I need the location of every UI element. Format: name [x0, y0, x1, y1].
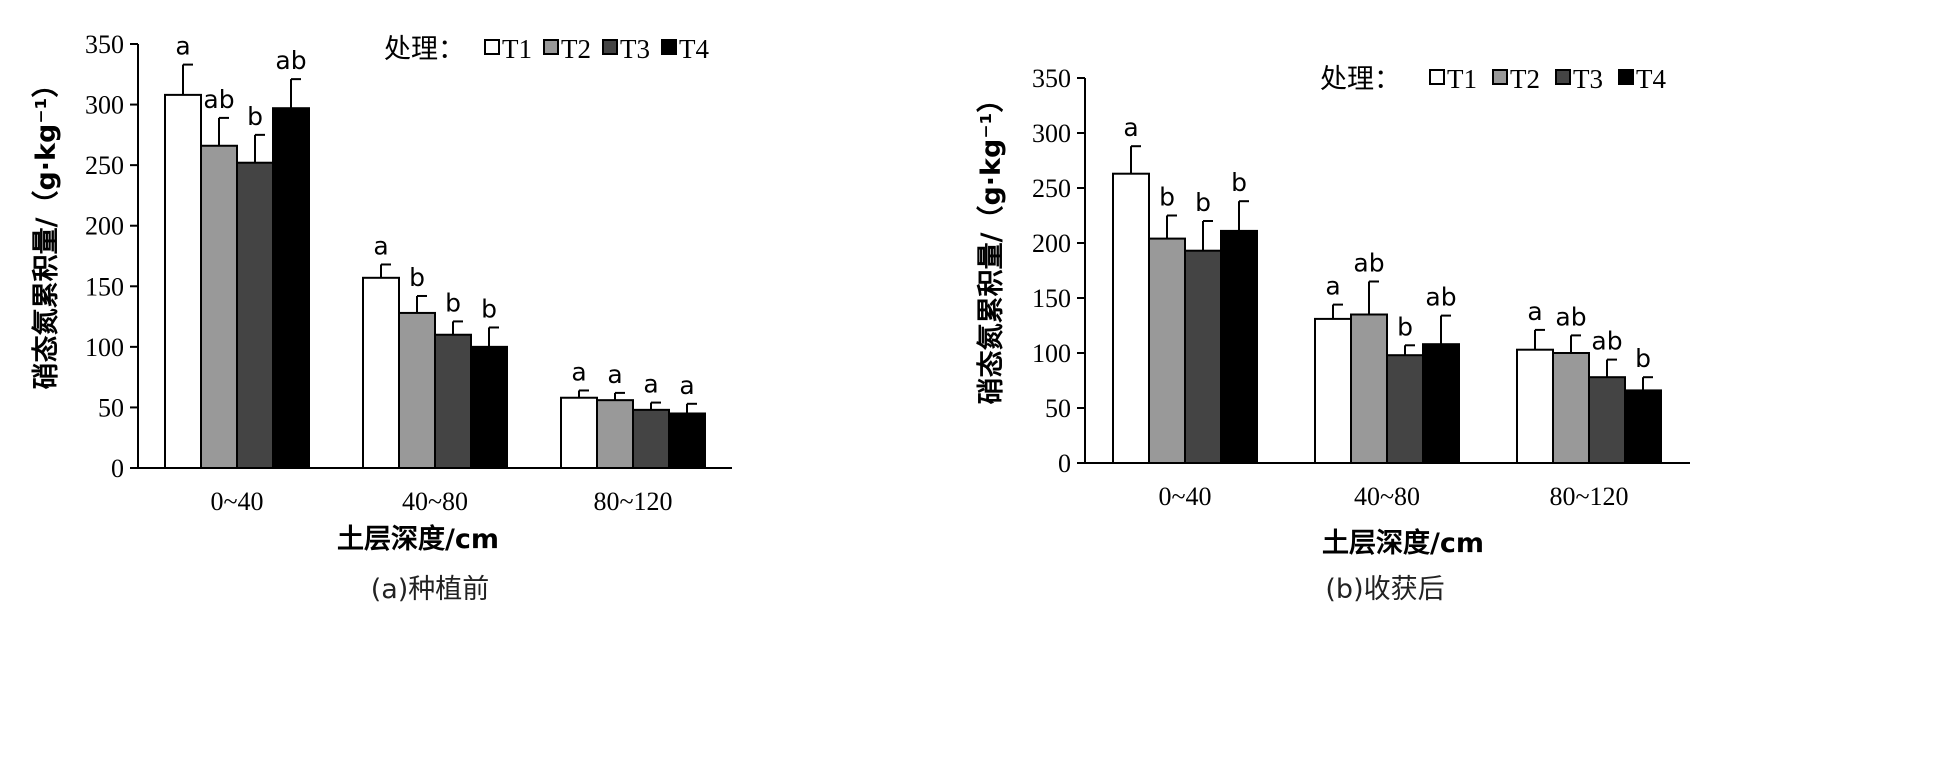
bar-T2-1: [398, 311, 436, 469]
significance-label: a: [643, 370, 658, 399]
significance-label: ab: [1591, 327, 1622, 356]
x-axis-title: 土层深度/cm: [337, 523, 499, 555]
bar-T3-0: [236, 161, 274, 469]
legend-swatch-T4: [661, 39, 677, 55]
bar-T3-1: [434, 333, 472, 469]
significance-label: a: [373, 231, 388, 260]
y-tick-label: 150: [85, 272, 124, 301]
legend-label-T1: T1: [1447, 64, 1477, 94]
significance-label: a: [679, 371, 694, 400]
legend-swatch-T3: [602, 39, 618, 55]
x-tick-label: 80~120: [593, 487, 672, 516]
significance-label: b: [1231, 168, 1247, 197]
bar-T4-2: [668, 412, 706, 470]
bar-T2-2: [596, 399, 634, 469]
legend-swatch-T2: [1492, 69, 1508, 85]
y-tick-label: 250: [1032, 174, 1071, 203]
x-tick-label: 0~40: [1158, 482, 1211, 511]
bar-T1-1: [1314, 317, 1352, 464]
legend-swatch-T1: [1429, 69, 1445, 85]
legend-swatch-T4: [1618, 69, 1634, 85]
bar-T4-1: [1422, 343, 1460, 465]
bar-T4-2: [1624, 389, 1662, 464]
y-tick-label: 200: [85, 212, 124, 241]
legend-label-T2: T2: [1510, 64, 1540, 94]
legend-title: 处理：: [384, 34, 465, 65]
significance-label: b: [409, 263, 425, 292]
significance-label: a: [1527, 297, 1542, 326]
bar-T3-2: [1588, 376, 1626, 465]
y-tick-label: 0: [111, 454, 124, 483]
subfigure-caption: (b)收获后: [1325, 574, 1444, 605]
legend-label-T3: T3: [620, 34, 650, 64]
y-tick-label: 50: [98, 393, 124, 422]
legend-swatch-T2: [543, 39, 559, 55]
significance-label: b: [445, 288, 461, 317]
y-axis-title: 硝态氮累积量/（g·kg⁻¹）: [31, 71, 62, 390]
subfigure-caption: (a)种植前: [371, 574, 490, 605]
bar-T1-0: [1112, 172, 1150, 464]
y-tick-label: 100: [1032, 339, 1071, 368]
significance-label: ab: [1425, 283, 1456, 312]
legend-label-T2: T2: [561, 34, 591, 64]
y-tick-label: 300: [85, 91, 124, 120]
significance-label: ab: [203, 85, 234, 114]
y-tick-label: 100: [85, 333, 124, 362]
significance-label: a: [1123, 113, 1138, 142]
bar-T2-2: [1552, 352, 1590, 464]
bar-T3-2: [632, 408, 670, 470]
bar-T1-1: [362, 276, 400, 470]
bar-T2-0: [1148, 237, 1186, 464]
legend-label-T4: T4: [1636, 64, 1666, 94]
y-tick-label: 350: [1032, 64, 1071, 93]
x-tick-label: 40~80: [402, 487, 468, 516]
significance-label: a: [1325, 272, 1340, 301]
significance-label: b: [481, 294, 497, 323]
bar-T2-0: [200, 144, 238, 469]
significance-label: a: [571, 357, 586, 386]
x-tick-label: 0~40: [210, 487, 263, 516]
significance-label: b: [247, 102, 263, 131]
significance-label: b: [1159, 183, 1175, 212]
significance-label: ab: [1555, 302, 1586, 331]
bar-T3-0: [1184, 249, 1222, 464]
bar-T3-1: [1386, 354, 1424, 465]
bar-T1-0: [164, 93, 202, 469]
bar-T4-0: [272, 107, 310, 469]
bar-T4-1: [470, 345, 508, 470]
legend-label-T4: T4: [679, 34, 709, 64]
legend-label-T1: T1: [502, 34, 532, 64]
bar-T1-2: [1516, 348, 1554, 465]
x-axis-title: 土层深度/cm: [1322, 527, 1484, 559]
significance-label: a: [607, 360, 622, 389]
y-tick-label: 200: [1032, 229, 1071, 258]
significance-label: b: [1635, 344, 1651, 373]
legend-label-T3: T3: [1573, 64, 1603, 94]
y-tick-label: 50: [1045, 394, 1071, 423]
bar-T1-2: [560, 396, 598, 470]
bar-T4-0: [1220, 229, 1258, 464]
legend-swatch-T1: [484, 39, 500, 55]
y-tick-label: 250: [85, 151, 124, 180]
significance-label: ab: [275, 46, 306, 75]
y-tick-label: 350: [85, 30, 124, 59]
y-tick-label: 150: [1032, 284, 1071, 313]
significance-label: ab: [1353, 249, 1384, 278]
bar-T2-1: [1350, 313, 1388, 464]
legend-swatch-T3: [1555, 69, 1571, 85]
x-tick-label: 80~120: [1549, 482, 1628, 511]
y-tick-label: 0: [1058, 449, 1071, 478]
y-tick-label: 300: [1032, 119, 1071, 148]
legend-title: 处理：: [1320, 64, 1401, 95]
significance-label: b: [1397, 312, 1413, 341]
y-axis-title: 硝态氮累积量/（g·kg⁻¹）: [976, 86, 1007, 405]
x-tick-label: 40~80: [1354, 482, 1420, 511]
significance-label: b: [1195, 188, 1211, 217]
significance-label: a: [175, 32, 190, 61]
